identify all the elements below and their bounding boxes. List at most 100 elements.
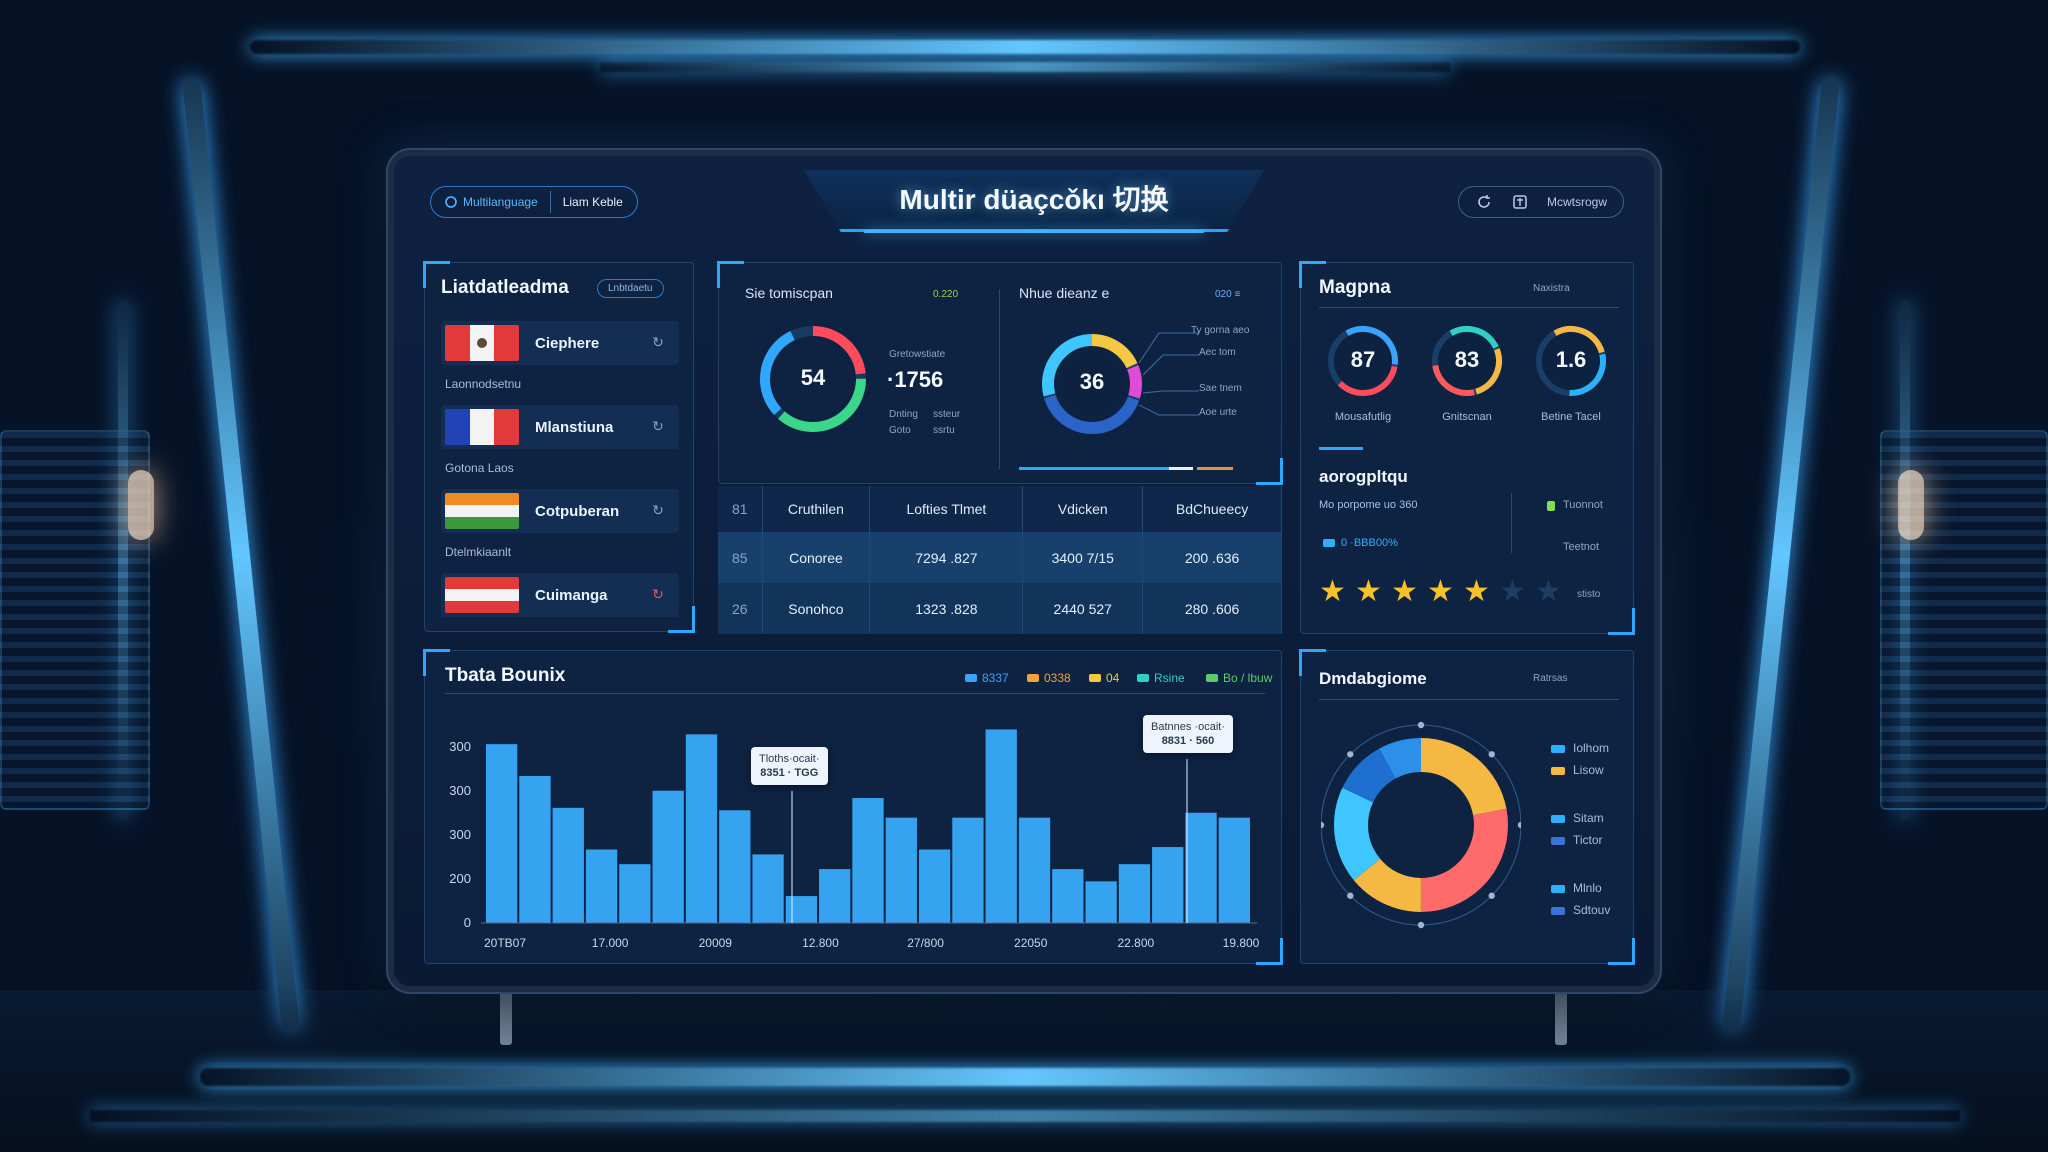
language-row-0[interactable]: Ciephere ↻ <box>441 321 679 365</box>
bar[interactable] <box>685 734 718 923</box>
refresh-icon[interactable]: ↻ <box>652 502 664 518</box>
star-icon[interactable]: ★ <box>1463 575 1490 608</box>
server-rack <box>1880 430 2048 810</box>
bar[interactable] <box>952 817 984 923</box>
brand[interactable]: Multilanguage <box>445 195 538 209</box>
bar[interactable] <box>918 849 951 924</box>
magnitude-percent: 0 ·BBB00% <box>1341 537 1398 549</box>
table-row[interactable]: 85 Conoree 7294 .827 3400 7/15 200 .636 <box>718 532 1282 583</box>
ring-marker <box>1417 721 1425 729</box>
bar[interactable] <box>552 807 584 923</box>
bar[interactable] <box>1118 864 1151 923</box>
table-header[interactable]: Lofties Tlmet <box>869 486 1024 532</box>
language-sub: Gotona Laos <box>445 461 514 475</box>
table-row[interactable]: 26 Sonohco 1323 .828 2440 527 280 .606 <box>718 583 1282 634</box>
donut-slice[interactable] <box>1334 738 1508 912</box>
bar[interactable] <box>1085 881 1117 923</box>
refresh-icon[interactable]: ↻ <box>652 418 664 434</box>
gauge-caption: Mousafutlig <box>1334 411 1392 423</box>
language-row-3[interactable]: Cuimanga ↻ <box>441 573 679 617</box>
translate-icon[interactable] <box>1511 193 1529 211</box>
floor-light <box>200 1068 1850 1086</box>
divider <box>1511 493 1512 553</box>
star-icon[interactable]: ★ <box>1355 575 1382 608</box>
chart-tooltip: Tloths·ocait· 8351 · TGG <box>751 747 828 785</box>
x-tick-label: 19.800 <box>1223 936 1260 950</box>
donut-slice[interactable] <box>1334 738 1508 912</box>
bar[interactable] <box>752 854 784 923</box>
bar[interactable] <box>1152 847 1184 923</box>
language-row-2[interactable]: Cotpuberan ↻ <box>441 489 679 533</box>
legend-swatch <box>1137 674 1149 682</box>
gauge-caption: Gnitscnan <box>1442 411 1492 423</box>
legend-swatch <box>1206 674 1218 682</box>
ceiling-light <box>600 62 1450 72</box>
bar[interactable] <box>1018 817 1051 923</box>
star-icon[interactable]: ★ <box>1535 575 1562 608</box>
bar[interactable] <box>885 817 917 923</box>
donut-panel-pill[interactable]: Ratrsas <box>1533 673 1568 684</box>
legend-label: Iolhom <box>1573 741 1610 755</box>
legend-item[interactable]: Rsine <box>1137 671 1185 685</box>
ring-marker <box>1347 751 1354 758</box>
language-panel-pill[interactable]: Lnbtdaetu <box>597 279 664 298</box>
tooltip-value: 8831 · 560 <box>1161 735 1215 747</box>
table-header[interactable]: 81 <box>718 486 763 532</box>
title-glow <box>864 230 1204 233</box>
gauge-arc <box>1536 326 1606 396</box>
bar[interactable] <box>985 729 1017 923</box>
bar[interactable] <box>819 869 851 923</box>
magnitude-tech: Teetnot <box>1563 541 1600 553</box>
x-tick-label: 27/800 <box>907 936 944 950</box>
donut-slice[interactable] <box>1334 738 1508 912</box>
stat-caption: Dnting <box>889 409 918 420</box>
bar[interactable] <box>585 849 618 924</box>
bar[interactable] <box>652 790 684 923</box>
bar[interactable] <box>1185 812 1217 923</box>
bar[interactable] <box>719 810 751 923</box>
ring-marker <box>1488 892 1495 899</box>
user-name[interactable]: Liam Keble <box>562 195 623 209</box>
settings-button[interactable]: Mcwtsrogw <box>1546 195 1607 209</box>
leader-lines <box>1139 332 1199 416</box>
legend-swatch <box>1089 674 1101 682</box>
header-left-pill[interactable]: Multilanguage Liam Keble <box>430 186 638 218</box>
table-header[interactable]: BdChueecy <box>1142 486 1282 532</box>
legend-swatch <box>1551 885 1565 893</box>
bar[interactable] <box>486 744 518 923</box>
star-icon[interactable]: ★ <box>1391 575 1418 608</box>
legend-item[interactable]: 8337 <box>965 671 1009 685</box>
refresh-icon[interactable] <box>1475 193 1493 211</box>
donut-chart <box>1321 721 1521 929</box>
flag-icon <box>445 577 519 613</box>
donut-panel: Dmdabgiome Ratrsas Iolhom Lisow Sitam Ticto… <box>1299 649 1635 965</box>
header-toolbar: Mcwtsrogw <box>1457 186 1624 218</box>
legend-item[interactable]: Bo / lbuw <box>1206 671 1272 685</box>
star-icon[interactable]: ★ <box>1427 575 1454 608</box>
table-header[interactable]: Vdicken <box>1022 486 1144 532</box>
legend-label: Mlnlo <box>1573 881 1602 895</box>
bar[interactable] <box>785 896 818 923</box>
star-icon[interactable]: ★ <box>1319 575 1346 608</box>
legend-item[interactable]: 04 <box>1089 671 1119 685</box>
x-tick-label: 22.800 <box>1118 936 1155 950</box>
legend-label: Sitam <box>1573 811 1604 825</box>
refresh-icon[interactable]: ↻ <box>652 586 664 602</box>
bar[interactable] <box>852 798 884 923</box>
legend-swatch <box>965 674 977 682</box>
bar[interactable] <box>619 864 651 923</box>
star-icon[interactable]: ★ <box>1499 575 1526 608</box>
gauge-arc <box>1432 326 1502 396</box>
monitor-stand-leg <box>500 985 512 1045</box>
table-header[interactable]: Cruthilen <box>762 486 871 532</box>
bar[interactable] <box>1218 817 1250 923</box>
stat-caption: Gretowstiate <box>889 349 946 360</box>
refresh-icon[interactable]: ↻ <box>652 334 664 350</box>
magnitude-pill[interactable]: Naxistra <box>1533 283 1570 294</box>
language-row-1[interactable]: Mlanstiuna ↻ <box>441 405 679 449</box>
legend-item[interactable]: 0338 <box>1027 671 1071 685</box>
x-tick-label: 17.000 <box>592 936 629 950</box>
bar[interactable] <box>519 776 551 923</box>
bar[interactable] <box>1052 869 1084 923</box>
